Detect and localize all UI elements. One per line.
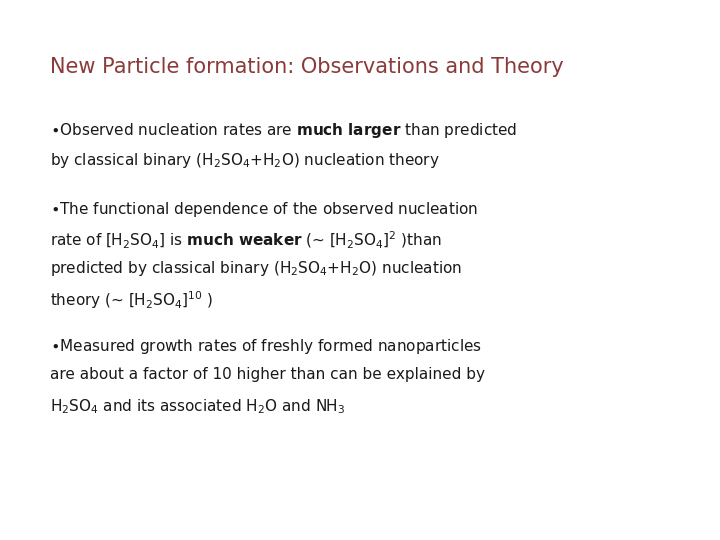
Text: H$_2$SO$_4$ and its associated H$_2$O and NH$_3$: H$_2$SO$_4$ and its associated H$_2$O an… [50, 397, 346, 416]
Text: $\bullet$Observed nucleation rates are $\mathbf{much\ larger}$ than predicted: $\bullet$Observed nucleation rates are $… [50, 122, 518, 140]
Text: theory (~ [H$_2$SO$_4$]$^{10}$ ): theory (~ [H$_2$SO$_4$]$^{10}$ ) [50, 289, 213, 310]
Text: rate of [H$_2$SO$_4$] is $\mathbf{much\ weaker}$ (~ [H$_2$SO$_4$]$^2$ )than: rate of [H$_2$SO$_4$] is $\mathbf{much\ … [50, 230, 443, 251]
Text: by classical binary (H$_2$SO$_4$+H$_2$O) nucleation theory: by classical binary (H$_2$SO$_4$+H$_2$O)… [50, 151, 440, 170]
Text: New Particle formation: Observations and Theory: New Particle formation: Observations and… [50, 57, 564, 77]
Text: $\bullet$Measured growth rates of freshly formed nanoparticles: $\bullet$Measured growth rates of freshl… [50, 338, 482, 356]
Text: $\bullet$The functional dependence of the observed nucleation: $\bullet$The functional dependence of th… [50, 200, 479, 219]
Text: are about a factor of 10 higher than can be explained by: are about a factor of 10 higher than can… [50, 367, 485, 382]
Text: predicted by classical binary (H$_2$SO$_4$+H$_2$O) nucleation: predicted by classical binary (H$_2$SO$_… [50, 259, 462, 278]
